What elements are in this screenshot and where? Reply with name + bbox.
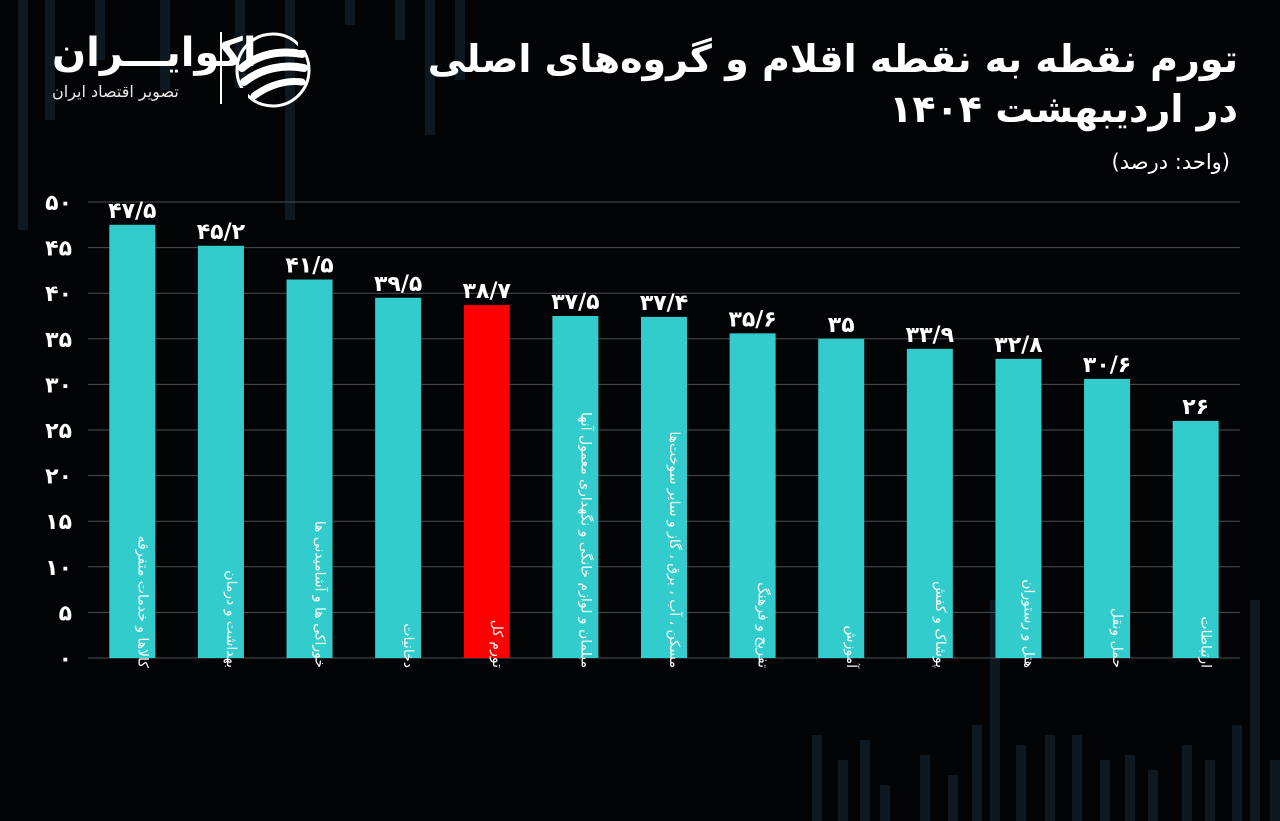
bar <box>197 245 244 658</box>
x-tick-label: آموزش <box>843 626 860 670</box>
value-labels: ۴۷/۵ ۴۵/۲ ۴۱/۵ ۳۹/۵ ۳۸/۷ ۳۷/۵ ۳۷/۴ ۳۵/۶ ۳۵ ۳۳/۹ ۳۲… <box>108 199 1209 420</box>
x-axis-labels: کالاها و خدمات متفرقه بهداشت و درمان خوراک… <box>134 412 1213 669</box>
x-tick-label: تفریح و فرهنگ <box>755 582 772 668</box>
data-label: ۳۳/۹ <box>906 323 954 348</box>
title-line-1: تورم نقطه به نقطه اقلام و گروه‌های اصلی <box>427 37 1238 81</box>
decorative-bar <box>285 0 295 220</box>
bar <box>1084 378 1131 658</box>
data-label: ۳۷/۵ <box>551 290 599 315</box>
x-tick-label: خوراکی ها و آشامیدنی ها <box>312 521 329 668</box>
data-label: ۳۵/۶ <box>728 307 776 332</box>
decorative-bar <box>395 0 405 40</box>
decorative-bar <box>990 600 1000 821</box>
data-label: ۳۸/۷ <box>463 279 512 304</box>
ecoiran-swirl-icon <box>232 30 314 110</box>
bars <box>109 224 1219 659</box>
decorative-bar <box>235 0 245 95</box>
decorative-bar <box>1045 735 1055 821</box>
data-label: ۳۰/۶ <box>1083 353 1131 378</box>
decorative-bar <box>1182 745 1192 821</box>
bar <box>286 279 333 658</box>
brand-tagline: تصویر اقتصاد ایران <box>52 82 179 101</box>
unit-label: (واحد: درصد) <box>1111 150 1230 174</box>
x-tick-label: تورم کل <box>489 620 505 668</box>
data-label: ۳۵ <box>828 313 855 338</box>
decorative-bar <box>1125 755 1135 821</box>
decorative-bar <box>425 0 435 135</box>
brand-name: اکوایـــران <box>52 30 257 76</box>
decorative-bar <box>345 0 355 25</box>
chart-title: تورم نقطه به نقطه اقلام و گروه‌های اصلی … <box>428 34 1238 134</box>
data-label: ۳۹/۵ <box>374 272 422 297</box>
data-label: ۴۵/۲ <box>197 220 246 245</box>
x-tick-label: ارتباطات <box>1198 616 1214 668</box>
data-label: ۴۱/۵ <box>285 254 333 279</box>
decorative-bar <box>95 0 105 60</box>
y-tick-label: ۱۵ <box>45 510 72 535</box>
logo-divider <box>220 32 222 104</box>
y-tick-label: ۳۰ <box>45 373 72 398</box>
y-axis-ticks: ۰ ۵ ۱۰ ۱۵ ۲۰ ۲۵ ۳۰ ۳۵ ۴۰ ۴۵ ۵۰ <box>45 191 72 672</box>
y-tick-label: ۲۰ <box>45 465 72 490</box>
decorative-bar <box>455 0 465 80</box>
decorative-bar <box>1016 745 1026 821</box>
bar <box>729 333 776 658</box>
x-tick-label: حمل ونقل <box>1109 608 1125 668</box>
decorative-bar <box>1205 760 1215 821</box>
x-tick-label: مبلمان و لوازم خانگی و نگهداری معمول آنه… <box>577 412 594 668</box>
x-tick-label: دخانیات <box>400 623 416 668</box>
decorative-bar <box>1270 760 1280 821</box>
x-tick-label: هتل و رستوران <box>1020 579 1036 668</box>
bar <box>818 338 865 658</box>
bar <box>906 348 953 658</box>
bar <box>1172 420 1219 658</box>
decorative-bar <box>948 775 958 821</box>
bar <box>375 297 422 658</box>
x-tick-label: مسکن ، آب ، برق ، گاز و سایر سوخت‌ها <box>666 431 683 668</box>
decorative-bar <box>920 755 930 821</box>
data-label: ۴۷/۵ <box>108 199 156 224</box>
x-tick-label: بهداشت و درمان <box>223 570 239 668</box>
decorative-bar <box>880 785 890 821</box>
decorative-bar <box>860 740 870 821</box>
decorative-bar <box>1250 600 1260 821</box>
title-line-2: در اردیبهشت ۱۴۰۴ <box>889 87 1238 131</box>
data-label: ۲۶ <box>1182 395 1209 420</box>
decorative-bar <box>838 760 848 821</box>
bar <box>463 305 510 658</box>
decorative-bar <box>45 0 55 120</box>
decorative-bar <box>1072 735 1082 821</box>
y-tick-label: ۲۵ <box>45 419 72 444</box>
brand-logo: اکوایـــران تصویر اقتصاد ایران <box>44 26 324 116</box>
bar <box>995 358 1042 658</box>
y-tick-label: ۴۰ <box>45 282 72 307</box>
bar <box>552 316 599 658</box>
y-tick-label: ۰ <box>59 647 72 672</box>
bar <box>641 316 687 658</box>
decorative-bar <box>812 735 822 821</box>
y-tick-label: ۳۵ <box>45 328 72 353</box>
data-label: ۳۷/۴ <box>640 291 688 316</box>
y-tick-label: ۴۵ <box>45 237 72 262</box>
decorative-bar <box>18 0 28 230</box>
x-tick-label: کالاها و خدمات متفرقه <box>134 536 150 669</box>
y-tick-label: ۵۰ <box>45 191 72 216</box>
bar <box>109 224 156 659</box>
decorative-bar <box>972 725 982 821</box>
y-tick-label: ۱۰ <box>45 556 72 581</box>
decorative-bar <box>160 0 170 90</box>
decorative-bar <box>1100 760 1110 821</box>
y-tick-label: ۵ <box>59 601 72 626</box>
x-tick-label: پوشاک و کفش <box>932 581 948 668</box>
data-label: ۳۲/۸ <box>994 333 1043 358</box>
decorative-bar <box>1148 770 1158 821</box>
decorative-bar <box>1232 725 1242 821</box>
